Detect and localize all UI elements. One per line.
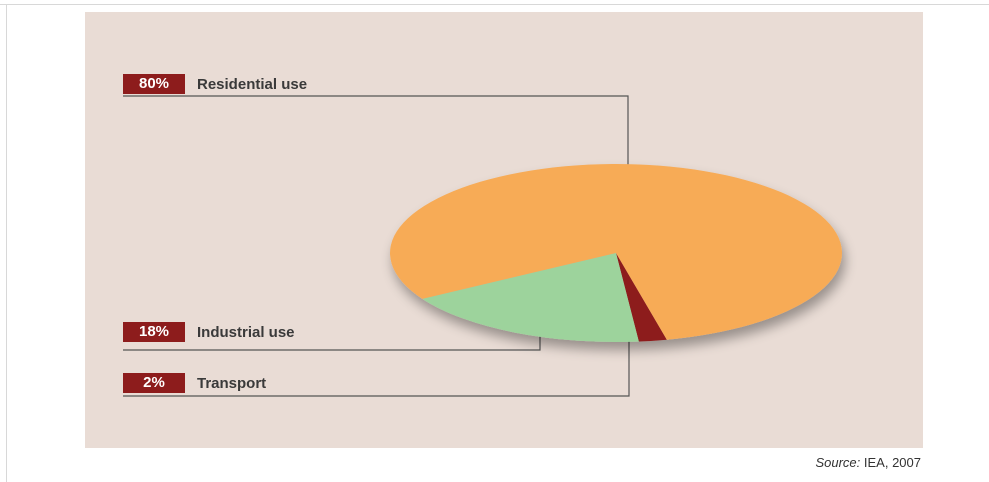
source-prefix: Source:	[815, 455, 861, 470]
left-border	[6, 4, 7, 482]
leader-line-transport	[123, 336, 630, 397]
source-text: IEA, 2007	[860, 455, 921, 470]
leader-lines	[123, 95, 630, 397]
legend-item-residential: 80% Residential use	[123, 74, 307, 94]
slice-category-label: Industrial use	[197, 323, 295, 341]
slice-value-label: 80%	[123, 74, 185, 94]
pie-slice-residential	[390, 164, 842, 340]
pie-slices	[390, 164, 842, 342]
slice-value-label: 18%	[123, 322, 185, 342]
pie-slice-industrial	[422, 253, 639, 342]
source-note: Source: IEA, 2007	[815, 455, 921, 470]
legend-item-transport: 2% Transport	[123, 373, 266, 393]
slice-category-label: Residential use	[197, 75, 308, 93]
slice-category-label: Transport	[197, 374, 267, 392]
leader-line-industrial	[123, 332, 541, 351]
top-border	[0, 4, 989, 5]
legend-item-industrial: 18% Industrial use	[123, 322, 295, 342]
leader-line-residential	[123, 95, 629, 166]
slice-value-label: 2%	[123, 373, 185, 393]
pie-slice-transport	[616, 253, 667, 342]
